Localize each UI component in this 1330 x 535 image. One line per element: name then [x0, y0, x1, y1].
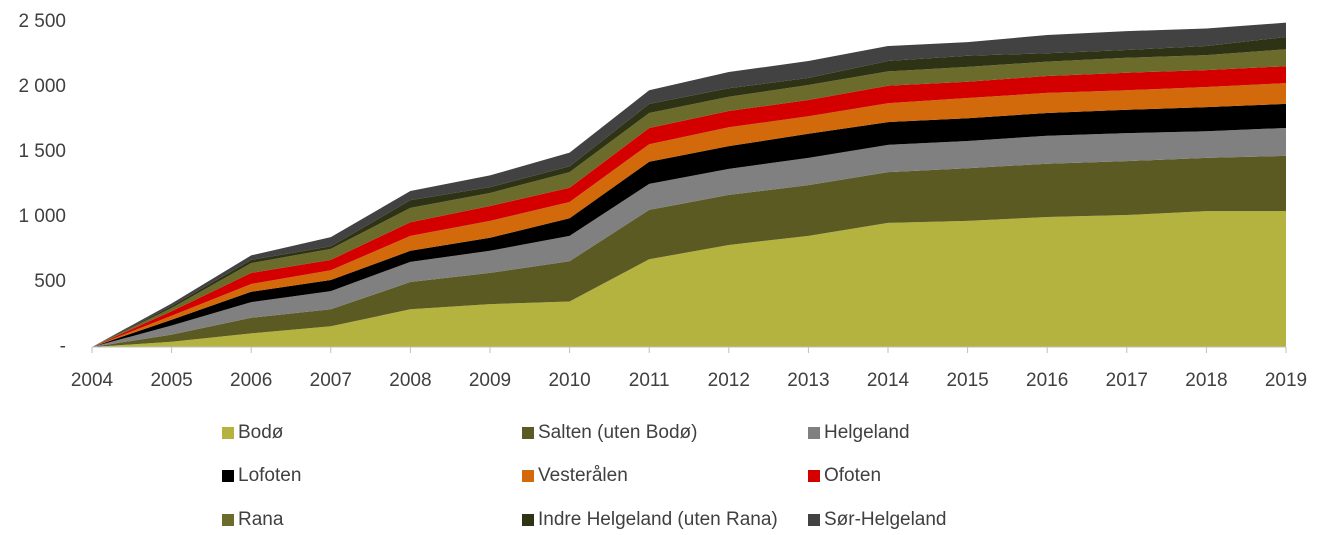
- y-tick-label: 500: [34, 271, 66, 292]
- y-tick-label: 1 500: [18, 141, 66, 162]
- x-tick-label: 2015: [946, 370, 988, 391]
- x-tick-label: 2018: [1185, 370, 1227, 391]
- legend-swatch: [522, 470, 534, 482]
- x-tick-label: 2017: [1106, 370, 1148, 391]
- x-tick-label: 2019: [1265, 370, 1307, 391]
- y-tick-label: -: [60, 336, 66, 357]
- legend-swatch: [222, 514, 234, 526]
- x-tick-label: 2005: [150, 370, 192, 391]
- x-tick-label: 2011: [629, 370, 670, 391]
- legend-label: Indre Helgeland (uten Rana): [538, 509, 778, 530]
- area: [92, 36, 1286, 347]
- x-tick-label: 2010: [548, 370, 590, 391]
- area: [92, 83, 1286, 347]
- legend-label: Sør-Helgeland: [824, 509, 947, 530]
- x-tick-label: 2014: [867, 370, 910, 391]
- area: [92, 127, 1286, 347]
- legend-swatch: [808, 470, 820, 482]
- legend-swatch: [808, 514, 820, 526]
- x-tick-label: 2008: [389, 370, 431, 391]
- x-tick-label: 2009: [469, 370, 511, 391]
- x-tick-label: 2016: [1026, 370, 1068, 391]
- legend-swatch: [808, 427, 820, 439]
- legend-label: Helgeland: [824, 422, 910, 443]
- legend-label: Salten (uten Bodø): [538, 422, 697, 443]
- area: [92, 49, 1286, 348]
- legend-label: Vesterålen: [538, 465, 628, 486]
- legend-label: Bodø: [238, 422, 284, 443]
- y-tick-label: 1 000: [18, 206, 66, 227]
- area: [92, 155, 1286, 347]
- y-tick-label: 2 500: [18, 11, 66, 32]
- area: [92, 211, 1286, 347]
- area: [92, 103, 1286, 348]
- legend-swatch: [222, 427, 234, 439]
- x-tick-label: 2004: [71, 370, 114, 391]
- y-tick-label: 2 000: [18, 76, 66, 97]
- x-tick-label: 2006: [230, 370, 272, 391]
- legend-swatch: [522, 427, 534, 439]
- legend-label: Ofoten: [824, 465, 881, 486]
- x-tick-label: 2013: [787, 370, 829, 391]
- area: [92, 66, 1286, 347]
- legend-swatch: [222, 470, 234, 482]
- legend-swatch: [522, 514, 534, 526]
- x-tick-label: 2007: [310, 370, 352, 391]
- legend-label: Rana: [238, 509, 284, 530]
- x-tick-label: 2012: [708, 370, 750, 391]
- legend-label: Lofoten: [238, 465, 301, 486]
- area: [92, 22, 1286, 348]
